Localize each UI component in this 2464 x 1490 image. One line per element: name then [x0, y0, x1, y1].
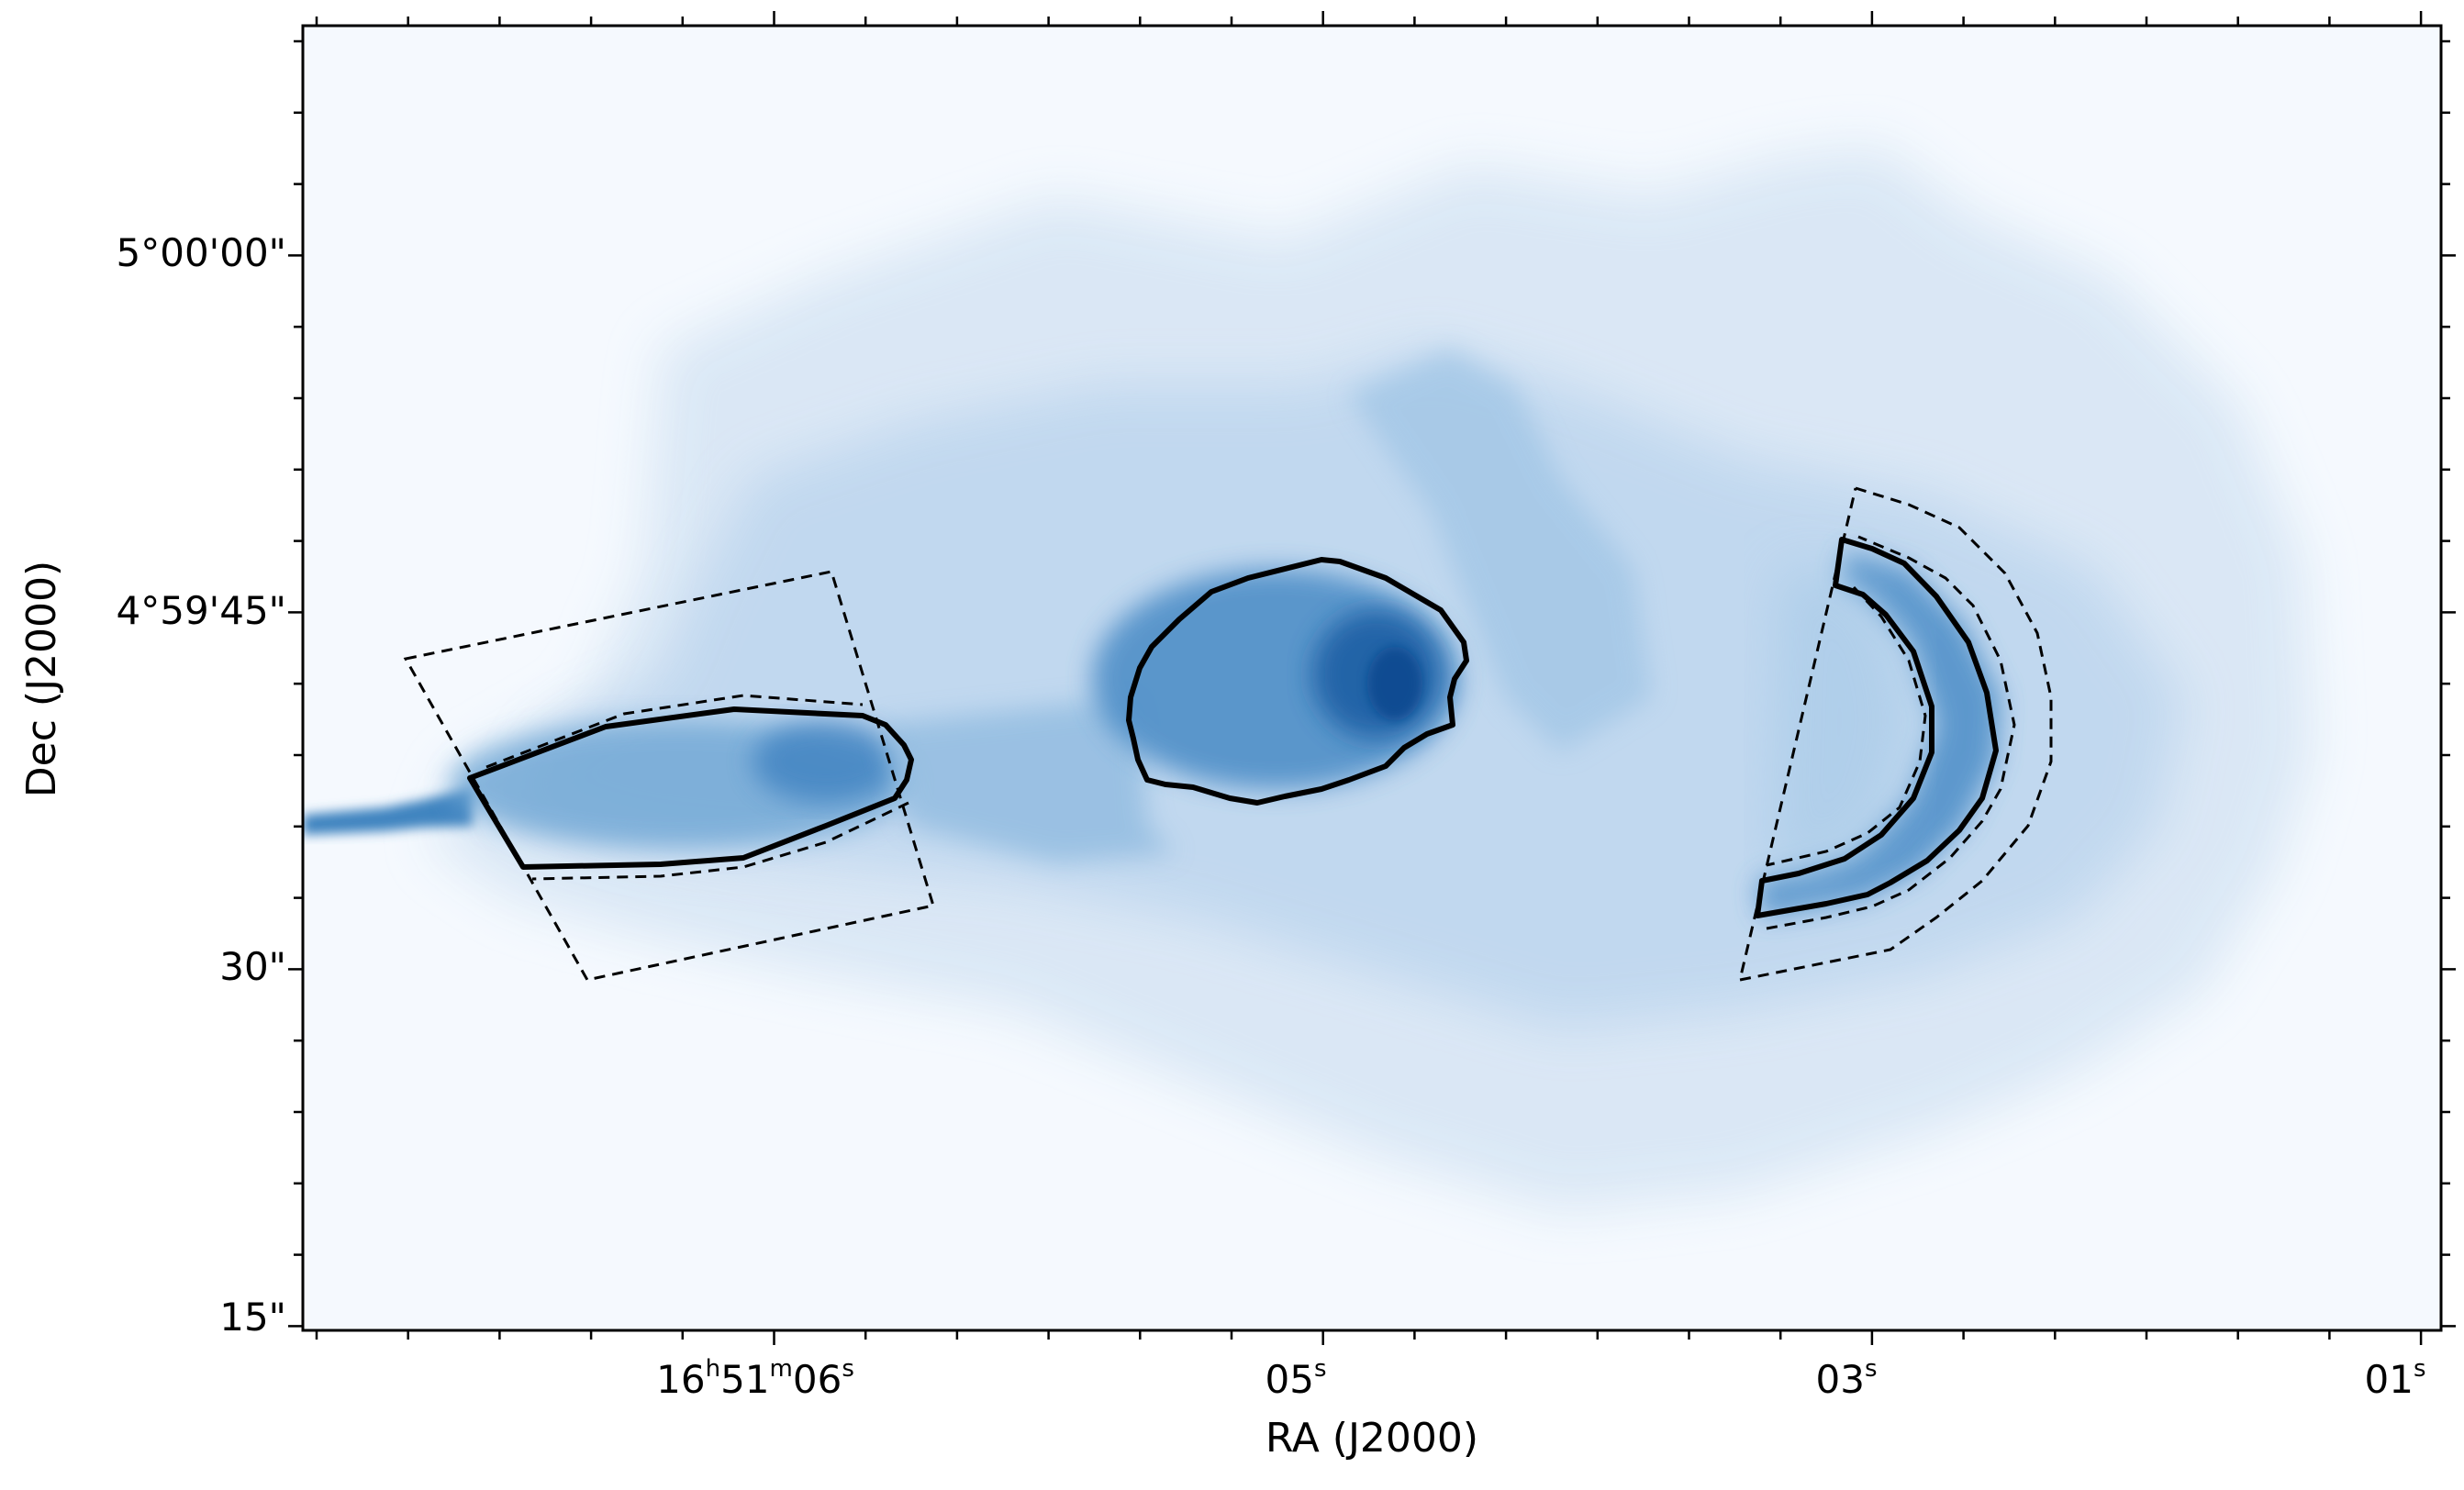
y-tick-label: 4°59'45"	[117, 588, 286, 633]
x-tick-labels: 16h51m06s 05s 03s 01s	[656, 1355, 2425, 1402]
x-axis-label: RA (J2000)	[1265, 1415, 1478, 1462]
x-tick-label: 03s	[1816, 1355, 1878, 1402]
right-lobe-inner-dashed	[1766, 535, 2016, 930]
y-tick-label: 15"	[219, 1295, 286, 1340]
y-tick-labels: 5°00'00" 4°59'45" 30" 15"	[117, 230, 286, 1340]
radio-emission	[303, 147, 2313, 1211]
y-axis-label: Dec (J2000)	[18, 561, 65, 797]
y-tick-label: 5°00'00"	[117, 230, 286, 275]
left-lobe-inner-dashed	[485, 694, 909, 881]
plot-frame	[301, 24, 2443, 1332]
core-region	[1126, 557, 1469, 806]
x-tick-label: 01s	[2365, 1355, 2426, 1402]
left-lobe-region	[467, 706, 914, 870]
right-lobe-region	[1755, 537, 1999, 918]
y-tick-label: 30"	[219, 944, 286, 989]
x-tick-label: 05s	[1265, 1355, 1327, 1402]
axis-ticks	[288, 11, 2456, 1345]
x-tick-label: 16h51m06s	[656, 1355, 854, 1402]
region-contours	[403, 486, 2053, 982]
right-lobe-background-region	[1738, 486, 2053, 982]
